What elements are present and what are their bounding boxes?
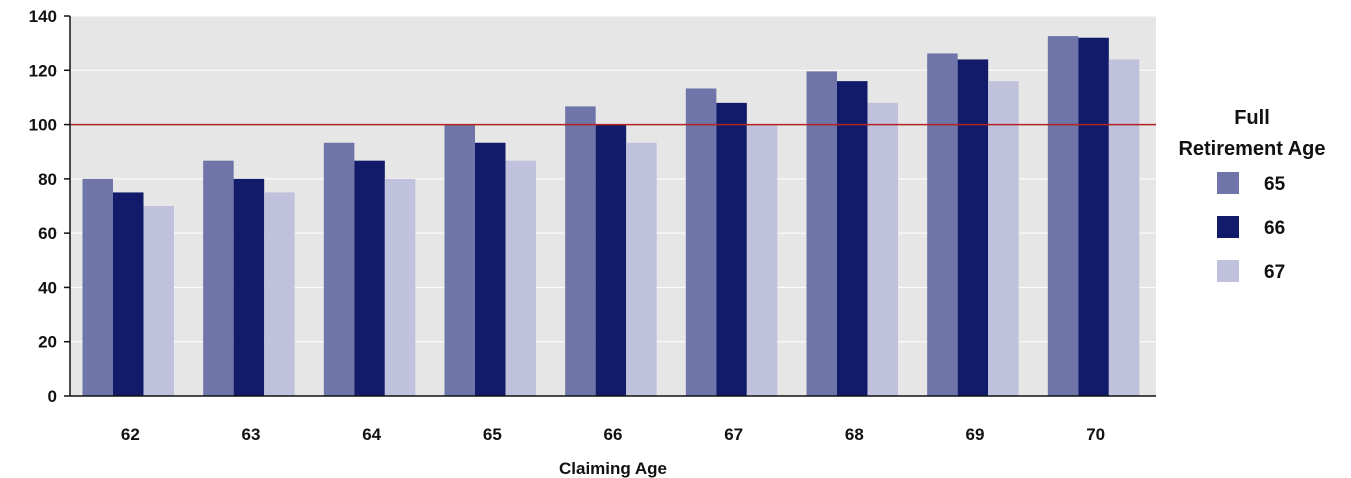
x-tick-label: 67 <box>724 425 743 444</box>
bar-series-65-age-70 <box>1047 36 1079 396</box>
bar-series-67-age-67 <box>746 124 778 397</box>
bar-series-67-age-69 <box>988 81 1019 397</box>
bar-series-66-age-68 <box>837 81 868 397</box>
bar-series-66-age-62 <box>113 192 144 396</box>
bar-series-65-age-68 <box>806 71 837 396</box>
bar-series-67-age-62 <box>143 206 174 396</box>
bar-series-65-age-65 <box>444 124 475 397</box>
bar-series-65-age-67 <box>685 88 717 396</box>
legend-label-67: 67 <box>1264 262 1285 283</box>
bar-series-67-age-66 <box>626 142 657 396</box>
legend-label-65: 65 <box>1264 174 1286 195</box>
y-tick-label: 0 <box>48 387 57 406</box>
bar-series-66-age-64 <box>354 160 385 396</box>
y-tick-label: 80 <box>38 170 57 189</box>
axes <box>69 16 1156 397</box>
y-tick-label: 100 <box>29 116 57 135</box>
bar-series-66-age-70 <box>1078 37 1109 396</box>
legend-title-line2: Retirement Age <box>1178 138 1325 160</box>
bar-series-65-age-69 <box>927 53 958 396</box>
bar-series-67-age-64 <box>384 178 416 396</box>
legend: Full Retirement Age 65 66 67 <box>1178 107 1325 283</box>
x-tick-label: 69 <box>966 425 985 444</box>
x-tick-label: 70 <box>1086 425 1105 444</box>
x-tick-label: 68 <box>845 425 864 444</box>
y-tick-label: 40 <box>38 278 57 297</box>
legend-swatch-65 <box>1217 172 1239 194</box>
x-tick-label: 66 <box>604 425 623 444</box>
bar-series-66-age-67 <box>716 102 747 396</box>
bar-series-67-age-65 <box>505 160 536 396</box>
bar-series-67-age-68 <box>867 102 898 396</box>
bar-series-67-age-63 <box>264 192 295 396</box>
y-axis-ticks: 0 20 40 60 80 100 120 140 <box>29 7 70 406</box>
bar-series-66-age-66 <box>595 124 627 397</box>
y-tick-label: 20 <box>38 333 57 352</box>
x-tick-label: 65 <box>483 425 502 444</box>
bar-series-66-age-63 <box>233 178 265 396</box>
bars <box>82 36 1140 397</box>
y-tick-label: 120 <box>29 61 57 80</box>
legend-title-line1: Full <box>1234 107 1270 129</box>
legend-label-66: 66 <box>1264 218 1285 239</box>
bar-series-65-age-64 <box>323 142 355 396</box>
x-axis-title: Claiming Age <box>559 459 667 478</box>
bar-series-66-age-69 <box>957 59 989 397</box>
bar-series-67-age-70 <box>1108 59 1140 397</box>
x-tick-label: 64 <box>362 425 381 444</box>
bar-series-65-age-66 <box>565 106 596 396</box>
bar-series-66-age-65 <box>475 142 506 396</box>
y-tick-label: 60 <box>38 224 57 243</box>
legend-swatch-67 <box>1217 260 1239 282</box>
y-tick-label: 140 <box>29 7 57 26</box>
x-tick-label: 63 <box>242 425 261 444</box>
x-tick-label: 62 <box>121 425 140 444</box>
x-axis-ticks: 62 63 64 65 66 67 68 69 70 <box>121 425 1105 444</box>
bar-series-65-age-62 <box>82 178 113 396</box>
bar-series-65-age-63 <box>203 160 234 396</box>
legend-swatch-66 <box>1217 216 1239 238</box>
